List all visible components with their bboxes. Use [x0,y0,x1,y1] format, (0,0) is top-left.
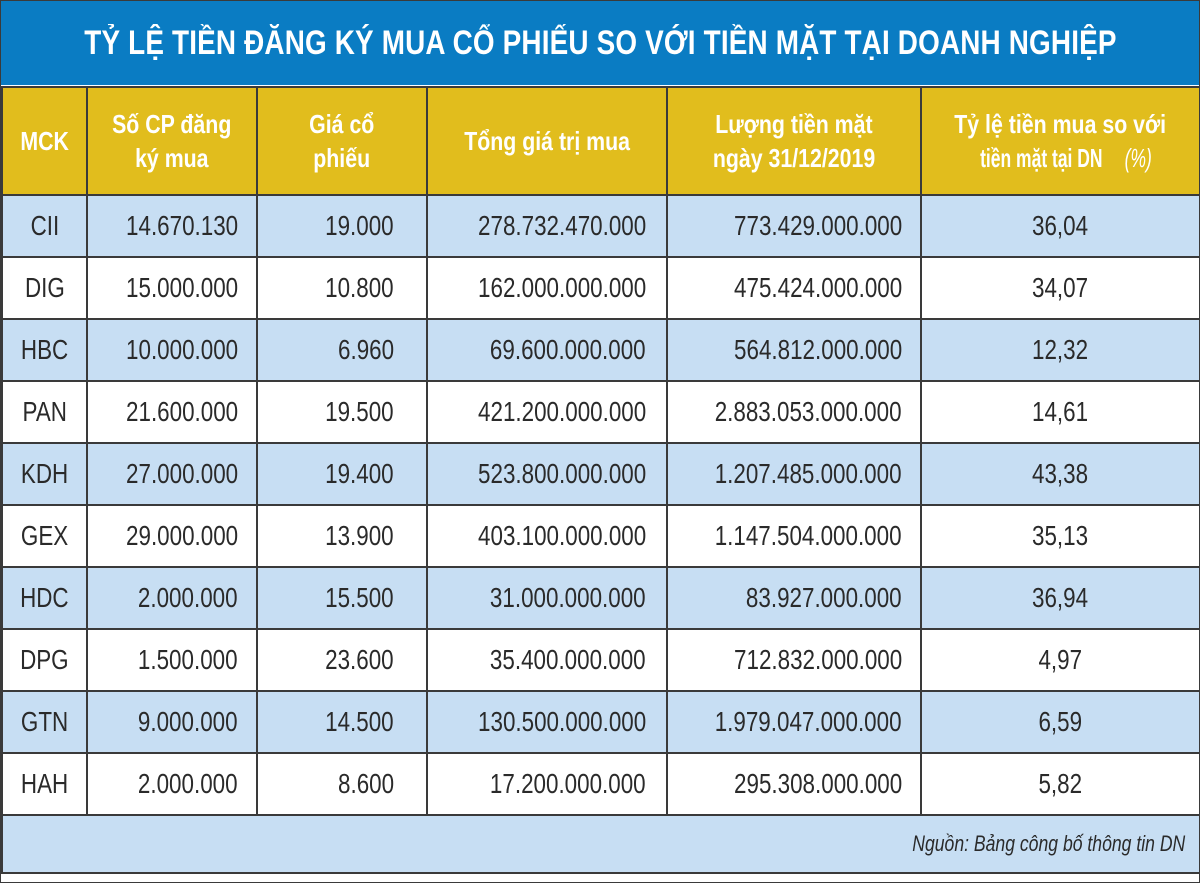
cell-tien-mat: 1.979.047.000.000 [666,690,922,754]
cell-tien-mat: 475.424.000.000 [666,256,922,320]
cell-tien-mat: 83.927.000.000 [666,566,922,630]
cell-tong: 403.100.000.000 [426,504,668,568]
cell-ty-le: 34,07 [920,256,1200,320]
source-row: Nguồn: Bảng công bố thông tin DN [1,814,1200,874]
cell-gia: 14.500 [256,690,428,754]
cell-mck: KDH [1,442,88,506]
cell-tien-mat: 295.308.000.000 [666,752,922,816]
table-row: GTN 9.000.000 14.500 130.500.000.000 1.9… [1,690,1200,754]
cell-ty-le: 35,13 [920,504,1200,568]
cell-mck: HAH [1,752,88,816]
table-row: HAH 2.000.000 8.600 17.200.000.000 295.3… [1,752,1200,816]
cell-tien-mat: 1.207.485.000.000 [666,442,922,506]
header-row: MCK Số CP đăng ký mua Giá cổ phiếu Tổng gi… [1,86,1200,196]
cell-ty-le: 36,94 [920,566,1200,630]
cell-so-cp: 2.000.000 [86,752,258,816]
cell-gia: 8.600 [256,752,428,816]
cell-gia: 6.960 [256,318,428,382]
table-row: KDH 27.000.000 19.400 523.800.000.000 1.… [1,442,1200,506]
cell-mck: GEX [1,504,88,568]
cell-tong: 278.732.470.000 [426,194,668,258]
header-ty-le: Tỷ lệ tiền mua so với tiền mặt tại DN (%) [920,86,1200,196]
header-gia: Giá cổ phiếu [256,86,428,196]
data-table: MCK Số CP đăng ký mua Giá cổ phiếu Tổng gi… [1,86,1200,874]
cell-ty-le: 12,32 [920,318,1200,382]
cell-so-cp: 2.000.000 [86,566,258,630]
table-row: PAN 21.600.000 19.500 421.200.000.000 2.… [1,380,1200,444]
cell-ty-le: 14,61 [920,380,1200,444]
cell-mck: GTN [1,690,88,754]
cell-mck: HDC [1,566,88,630]
cell-so-cp: 15.000.000 [86,256,258,320]
table-row: HBC 10.000.000 6.960 69.600.000.000 564.… [1,318,1200,382]
cell-so-cp: 14.670.130 [86,194,258,258]
cell-so-cp: 10.000.000 [86,318,258,382]
cell-gia: 13.900 [256,504,428,568]
header-tien-mat: Lượng tiền mặt ngày 31/12/2019 [666,86,922,196]
table-row: HDC 2.000.000 15.500 31.000.000.000 83.9… [1,566,1200,630]
cell-tong: 162.000.000.000 [426,256,668,320]
cell-tong: 130.500.000.000 [426,690,668,754]
cell-mck: HBC [1,318,88,382]
cell-tien-mat: 564.812.000.000 [666,318,922,382]
cell-gia: 19.000 [256,194,428,258]
header-tong: Tổng giá trị mua [426,86,668,196]
cell-gia: 15.500 [256,566,428,630]
table-row: CII 14.670.130 19.000 278.732.470.000 77… [1,194,1200,258]
cell-tien-mat: 2.883.053.000.000 [666,380,922,444]
cell-so-cp: 1.500.000 [86,628,258,692]
cell-gia: 19.500 [256,380,428,444]
table-title: TỶ LỆ TIỀN ĐĂNG KÝ MUA CỔ PHIẾU SO VỚI T… [83,23,1117,62]
cell-ty-le: 5,82 [920,752,1200,816]
cell-tong: 17.200.000.000 [426,752,668,816]
cell-tong: 523.800.000.000 [426,442,668,506]
cell-tong: 69.600.000.000 [426,318,668,382]
table-row: DPG 1.500.000 23.600 35.400.000.000 712.… [1,628,1200,692]
cell-tien-mat: 773.429.000.000 [666,194,922,258]
table-row: GEX 29.000.000 13.900 403.100.000.000 1.… [1,504,1200,568]
cell-mck: PAN [1,380,88,444]
table-row: DIG 15.000.000 10.800 162.000.000.000 47… [1,256,1200,320]
cell-mck: CII [1,194,88,258]
cell-tong: 421.200.000.000 [426,380,668,444]
cell-ty-le: 36,04 [920,194,1200,258]
cell-tien-mat: 712.832.000.000 [666,628,922,692]
header-mck: MCK [1,86,88,196]
source-note: Nguồn: Bảng công bố thông tin DN [1,814,1200,874]
table-title-bar: TỶ LỆ TIỀN ĐĂNG KÝ MUA CỔ PHIẾU SO VỚI T… [1,1,1199,85]
cell-gia: 10.800 [256,256,428,320]
header-so-cp: Số CP đăng ký mua [86,86,258,196]
cell-mck: DPG [1,628,88,692]
cell-mck: DIG [1,256,88,320]
cell-tong: 35.400.000.000 [426,628,668,692]
cell-so-cp: 29.000.000 [86,504,258,568]
cell-so-cp: 21.600.000 [86,380,258,444]
cell-tong: 31.000.000.000 [426,566,668,630]
cell-gia: 19.400 [256,442,428,506]
cell-ty-le: 43,38 [920,442,1200,506]
cell-ty-le: 4,97 [920,628,1200,692]
cell-ty-le: 6,59 [920,690,1200,754]
cell-so-cp: 27.000.000 [86,442,258,506]
cell-tien-mat: 1.147.504.000.000 [666,504,922,568]
cell-gia: 23.600 [256,628,428,692]
cell-so-cp: 9.000.000 [86,690,258,754]
